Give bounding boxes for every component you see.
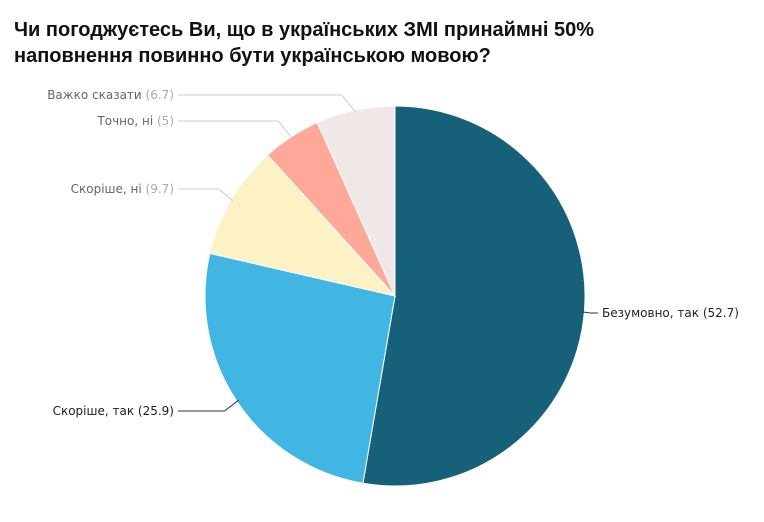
slice-value: (6.7) [146,88,174,102]
slice-label: Скоріше, ні (9.7) [71,182,174,196]
slice-label: Скоріше, так (25.9) [53,404,174,418]
slice-label: Важко сказати (6.7) [47,88,174,102]
slice-value: (52.7) [703,306,739,320]
pie-slice [316,105,396,297]
slice-name: Важко сказати [47,88,142,102]
slice-name: Безумовно, так [602,306,699,320]
chart-title: Чи погоджуєтесь Ви, що в українських ЗМІ… [14,19,594,41]
slice-value: (25.9) [138,404,174,418]
pie-slice [362,105,586,487]
leader-line [582,311,598,314]
slice-value: (9.7) [146,182,174,196]
leader-line [178,94,357,113]
slice-label: Точно, ні (5) [96,114,174,128]
slice-name: Скоріше, так [53,404,135,418]
leader-line [178,120,293,139]
leader-line [178,399,239,412]
slice-value: (5) [157,114,174,128]
leader-line [178,188,234,202]
slice-name: Точно, ні [96,114,153,128]
chart-title: наповнення повинно бути українською мово… [14,45,491,67]
slice-name: Скоріше, ні [71,182,142,196]
slice-label: Безумовно, так (52.7) [602,306,739,320]
